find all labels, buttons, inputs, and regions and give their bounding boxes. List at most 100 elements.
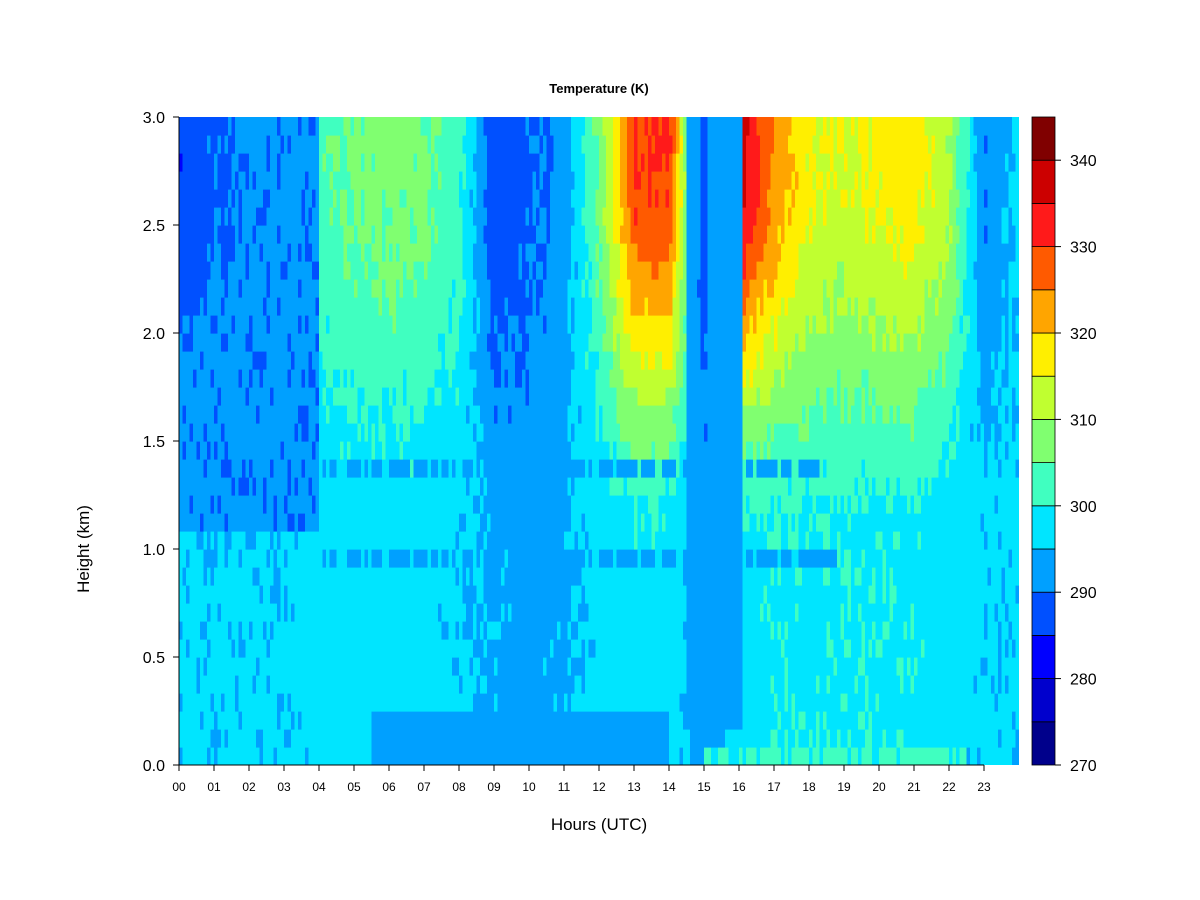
heatmap-cell	[861, 387, 866, 424]
heatmap-cell	[284, 549, 289, 568]
heatmap-cell	[361, 225, 366, 262]
heatmap-cell	[525, 369, 530, 406]
heatmap-cell	[802, 117, 807, 244]
heatmap-cell	[879, 495, 884, 532]
heatmap-cell	[760, 369, 765, 406]
heatmap-cell	[935, 477, 940, 748]
heatmap-cell	[448, 711, 453, 765]
heatmap-cell	[634, 387, 639, 460]
heatmap-cell	[697, 117, 702, 280]
heatmap-cell	[749, 459, 754, 478]
heatmap-cell	[532, 117, 537, 136]
heatmap-cell	[641, 513, 646, 532]
colorbar-segment	[1031, 159, 1056, 204]
heatmap-cell	[606, 243, 611, 352]
heatmap-cell	[536, 189, 541, 208]
heatmap-cell	[231, 189, 236, 208]
heatmap-cell	[837, 513, 842, 532]
heatmap-cell	[207, 243, 212, 262]
heatmap-cell	[291, 531, 296, 604]
heatmap-cell	[217, 621, 222, 730]
heatmap-cell	[812, 477, 817, 514]
heatmap-cell	[795, 621, 800, 730]
heatmap-cell	[777, 315, 782, 370]
heatmap-cell	[805, 477, 810, 532]
heatmap-cell	[655, 531, 660, 712]
heatmap-cell	[571, 657, 576, 694]
heatmap-cell	[861, 423, 866, 460]
heatmap-cell	[868, 657, 873, 712]
heatmap-cell	[945, 459, 950, 478]
heatmap-cell	[343, 135, 348, 190]
heatmap-cell	[725, 729, 730, 748]
heatmap-cell	[574, 459, 579, 478]
heatmap-cell	[956, 297, 961, 388]
heatmap-cell	[816, 477, 821, 496]
heatmap-cell	[217, 117, 222, 136]
heatmap-cell	[1015, 585, 1019, 604]
heatmap-cell	[473, 387, 478, 406]
heatmap-cell	[788, 477, 793, 496]
heatmap-cell	[809, 405, 814, 460]
colorbar-segment	[1031, 548, 1056, 593]
heatmap-cell	[266, 207, 271, 262]
heatmap-cell	[1005, 153, 1010, 172]
heatmap-cell	[550, 657, 555, 765]
heatmap-cell	[945, 153, 950, 226]
heatmap-cell	[210, 117, 215, 262]
heatmap-cell	[228, 549, 233, 622]
heatmap-cell	[889, 405, 894, 514]
heatmap-cell	[802, 747, 807, 765]
heatmap-cell	[812, 513, 817, 550]
heatmap-cell	[991, 405, 996, 424]
heatmap-cell	[413, 477, 418, 550]
heatmap-cell	[606, 477, 611, 550]
heatmap-cell	[455, 657, 460, 676]
heatmap-cell	[945, 351, 950, 442]
heatmap-cell	[361, 387, 366, 406]
heatmap-cell	[620, 207, 625, 226]
heatmap-cell	[1012, 747, 1017, 765]
heatmap-cell	[609, 369, 614, 388]
heatmap-cell	[287, 729, 292, 748]
heatmap-cell	[991, 423, 996, 676]
heatmap-cell	[588, 639, 593, 658]
heatmap-cell	[753, 747, 758, 765]
heatmap-cell	[287, 693, 292, 712]
heatmap-cell	[217, 153, 222, 208]
heatmap-cell	[980, 513, 985, 532]
heatmap-cell	[627, 567, 632, 712]
heatmap-cell	[784, 567, 789, 622]
heatmap-cell	[200, 621, 205, 640]
heatmap-cell	[238, 621, 243, 658]
heatmap-cell	[767, 621, 772, 748]
heatmap-cell	[774, 117, 779, 280]
heatmap-cell	[746, 135, 751, 244]
heatmap-cell	[532, 279, 537, 765]
heatmap-cell	[179, 639, 184, 694]
heatmap-cell	[431, 207, 436, 226]
heatmap-cell	[620, 477, 625, 496]
heatmap-cell	[508, 603, 513, 622]
heatmap-cell	[592, 711, 597, 765]
heatmap-cell	[669, 567, 674, 765]
heatmap-cell	[662, 531, 667, 550]
heatmap-cell	[655, 279, 660, 316]
heatmap-cell	[231, 657, 236, 765]
heatmap-cell	[287, 243, 292, 262]
heatmap-cell	[504, 117, 509, 298]
heatmap-cell	[217, 747, 222, 765]
heatmap-cell	[224, 729, 229, 748]
heatmap-cell	[816, 189, 821, 334]
heatmap-cell	[245, 387, 250, 406]
heatmap-cell	[312, 387, 317, 442]
heatmap-cell	[410, 279, 415, 406]
heatmap-cell	[854, 495, 859, 514]
heatmap-cell	[305, 225, 310, 262]
heatmap-cell	[343, 369, 348, 388]
heatmap-cell	[452, 297, 457, 370]
heatmap-cell	[413, 297, 418, 424]
heatmap-cell	[767, 207, 772, 226]
heatmap-cell	[448, 117, 453, 298]
heatmap-cell	[182, 459, 187, 532]
